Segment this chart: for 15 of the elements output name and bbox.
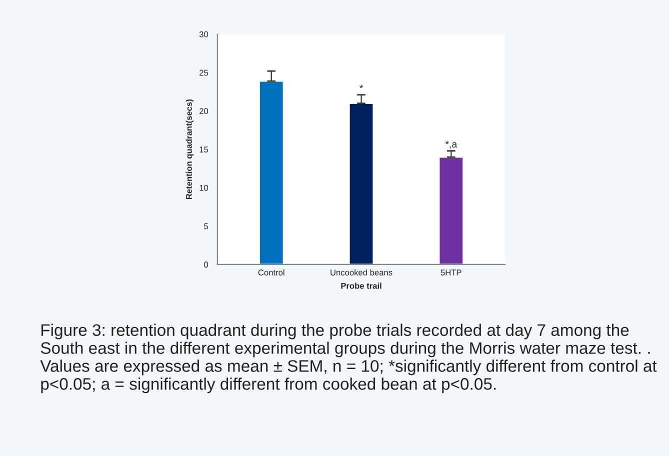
y-tick-label: 25 [200,70,208,76]
y-tick-label: 0 [204,262,208,268]
x-tick-label: Control [258,269,284,276]
y-axis-title: Retention quadrant(secs) [186,100,194,200]
y-tick-label: 20 [200,108,208,114]
y-tick-label: 15 [200,146,208,152]
y-tick-label: 10 [200,184,208,191]
caption: Figure 3: retention quadrant during the probe trials recorded at day 7 among the South east in the different experimental groups during the Morris water maze test. . Values are expressed as mean ± SEM, n = 10; *significantly different from control at p<0.05; a = significantly different from cooked bean at p<0.05. [40,324,657,394]
x-tick-label: Uncooked beans [330,269,392,276]
x-axis-title: Probe trail [341,282,382,289]
y-tick-label: 5 [204,223,208,230]
annotation: *,a [445,140,458,149]
y-tick-label: 30 [199,31,208,38]
annotation: * [360,84,363,88]
x-tick-label: 5HTP [440,270,462,276]
